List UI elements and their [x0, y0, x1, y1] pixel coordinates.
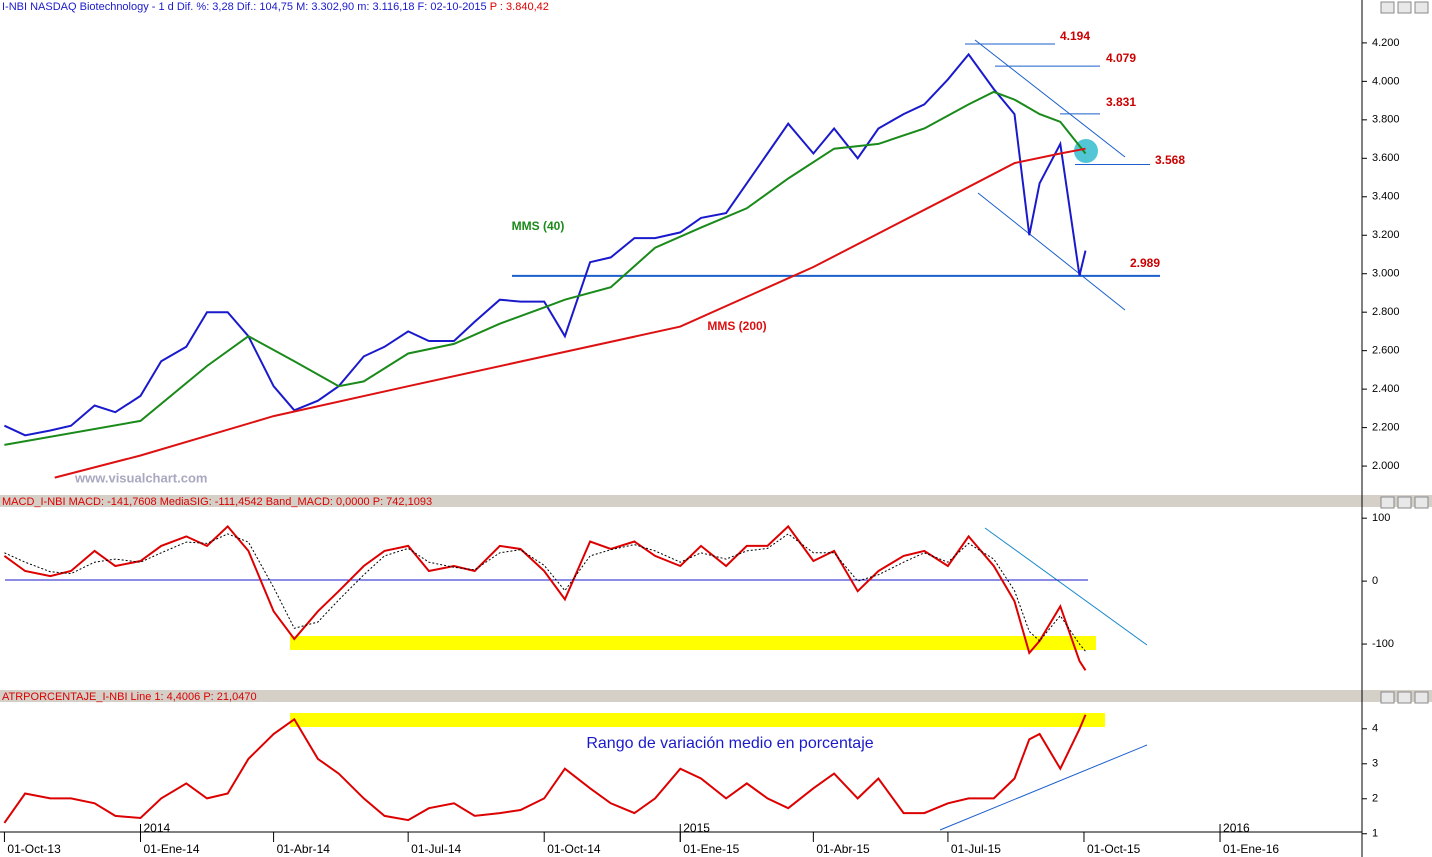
header-price: P : 3.840,42 [490, 1, 549, 13]
series-line [4, 90, 1087, 446]
close-button[interactable] [1414, 496, 1429, 509]
y-tick-label: 4.000 [1372, 75, 1400, 87]
y-tick-label: -100 [1372, 638, 1394, 650]
level-label: 3.568 [1155, 153, 1185, 167]
x-tick-label: 01-Ene-15 [683, 842, 739, 856]
panel-header: MACD_I-NBI MACD: -141,7608 MediaSIG: -11… [2, 496, 432, 508]
close-button[interactable] [1414, 1, 1429, 14]
panel-separator [0, 495, 1432, 507]
y-tick-label: 3.200 [1372, 229, 1400, 241]
y-tick-label: 3 [1372, 758, 1378, 770]
y-tick-label: 2.600 [1372, 345, 1400, 357]
header-price: P: 742,1093 [373, 496, 432, 508]
y-tick-label: 3.600 [1372, 152, 1400, 164]
year-tick-label: 2014 [143, 821, 170, 835]
y-tick-label: 2.200 [1372, 422, 1400, 434]
y-tick-label: 2.800 [1372, 306, 1400, 318]
series-line [3, 714, 1087, 824]
panel-separator [0, 690, 1432, 702]
y-tick-label: 3.800 [1372, 114, 1400, 126]
maximize-button[interactable] [1397, 496, 1412, 509]
x-tick-label: 01-Ene-16 [1223, 842, 1279, 856]
maximize-button[interactable] [1397, 1, 1412, 14]
series-label: MMS (40) [512, 219, 565, 233]
x-tick-label: 01-Jul-15 [951, 842, 1001, 856]
y-tick-label: 2 [1372, 793, 1378, 805]
header-text: ATRPORCENTAJE_I-NBI Line 1: 4,4006 [2, 691, 200, 703]
header-text: MACD_I-NBI MACD: -141,7608 MediaSIG: -11… [2, 496, 370, 508]
y-tick-label: 4.200 [1372, 37, 1400, 49]
header-text: I-NBI NASDAQ Biotechnology - 1 d Dif. %:… [2, 1, 487, 13]
y-tick-label: 2.000 [1372, 460, 1400, 472]
trend-line [984, 527, 1148, 646]
window-buttons [1380, 1, 1429, 704]
trend-line [939, 744, 1148, 831]
series-line [3, 52, 1087, 437]
y-tick-label: 0 [1372, 575, 1378, 587]
x-tick-label: 01-Abr-15 [816, 842, 870, 856]
maximize-button[interactable] [1397, 691, 1412, 704]
series-label: MMS (200) [707, 319, 766, 333]
x-tick-label: 01-Abr-14 [277, 842, 331, 856]
level-label: 4.079 [1106, 51, 1136, 65]
highlight-band [290, 636, 1096, 650]
year-tick-label: 2016 [1223, 821, 1250, 835]
y-tick-label: 1 [1372, 828, 1378, 840]
y-tick-label: 100 [1372, 512, 1390, 524]
level-label: 3.831 [1106, 95, 1136, 109]
minimize-button[interactable] [1380, 691, 1395, 704]
watermark: www.visualchart.com [74, 470, 207, 485]
x-tick-label: 01-Oct-15 [1087, 842, 1141, 856]
series-line [3, 524, 1087, 671]
minimize-button[interactable] [1380, 496, 1395, 509]
year-tick-label: 2015 [683, 821, 710, 835]
x-tick-label: 01-Oct-14 [547, 842, 601, 856]
highlight-band [290, 713, 1105, 727]
annotation: Rango de variación medio en porcentaje [586, 735, 873, 752]
y-tick-label: 2.400 [1372, 383, 1400, 395]
panel-header: I-NBI NASDAQ Biotechnology - 1 d Dif. %:… [2, 1, 549, 13]
level-label: 4.194 [1060, 29, 1090, 43]
x-tick-label: 01-Ene-14 [143, 842, 199, 856]
minimize-button[interactable] [1380, 1, 1395, 14]
y-tick-label: 3.000 [1372, 268, 1400, 280]
trend-channel [977, 192, 1126, 311]
y-tick-label: 4 [1372, 723, 1378, 735]
header-price: P: 21,0470 [203, 691, 256, 703]
y-tick-label: 3.400 [1372, 191, 1400, 203]
close-button[interactable] [1414, 691, 1429, 704]
panel-header: ATRPORCENTAJE_I-NBI Line 1: 4,4006 P: 21… [2, 691, 257, 703]
series-line [4, 533, 1086, 652]
level-label: 2.989 [1130, 256, 1160, 270]
series-line [54, 147, 1086, 479]
x-tick-label: 01-Jul-14 [411, 842, 461, 856]
x-tick-label: 01-Oct-13 [7, 842, 61, 856]
trend-channel [974, 39, 1126, 158]
